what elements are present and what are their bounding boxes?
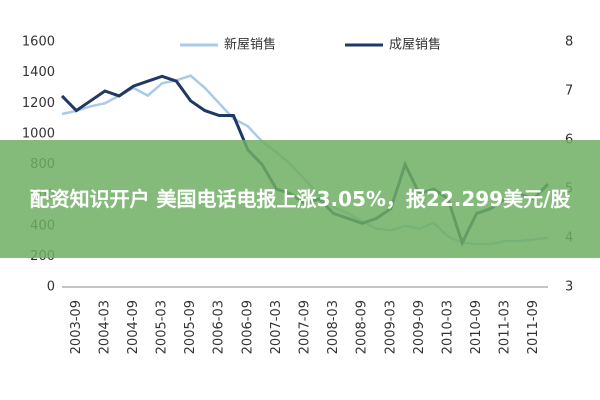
x-tick-label: 2007-03 bbox=[269, 300, 284, 354]
x-tick-label: 2006-03 bbox=[212, 300, 227, 354]
y2-tick-label: 8 bbox=[565, 35, 573, 50]
x-tick-label: 2011-03 bbox=[498, 300, 513, 354]
x-tick-label: 2008-09 bbox=[355, 300, 370, 354]
legend-label: 成屋销售 bbox=[389, 37, 441, 53]
banner-text: 配资知识开户 美国电话电报上涨3.05%，报22.299美元/股 bbox=[29, 187, 571, 211]
x-tick-label: 2004-09 bbox=[126, 300, 141, 354]
y2-tick-label: 7 bbox=[565, 84, 573, 99]
x-tick-label: 2009-09 bbox=[412, 300, 427, 354]
x-tick-label: 2005-09 bbox=[183, 300, 198, 354]
y-tick-label: 1200 bbox=[22, 96, 55, 111]
x-tick-label: 2009-03 bbox=[383, 300, 398, 354]
y-tick-label: 1000 bbox=[22, 126, 55, 141]
legend-label: 新屋销售 bbox=[224, 37, 276, 53]
x-tick-label: 2007-09 bbox=[298, 300, 313, 354]
y-tick-label: 1400 bbox=[22, 65, 55, 80]
x-tick-label: 2006-09 bbox=[240, 300, 255, 354]
y-tick-label: 1600 bbox=[22, 35, 55, 50]
x-tick-label: 2008-03 bbox=[326, 300, 341, 354]
x-tick-label: 2003-09 bbox=[69, 300, 84, 354]
y-tick-label: 0 bbox=[47, 280, 55, 295]
x-tick-label: 2004-03 bbox=[97, 300, 112, 354]
x-tick-label: 2005-03 bbox=[155, 300, 170, 354]
y2-tick-label: 3 bbox=[565, 280, 573, 295]
x-tick-label: 2010-09 bbox=[469, 300, 484, 354]
banner: 配资知识开户 美国电话电报上涨3.05%，报22.299美元/股 bbox=[0, 140, 600, 258]
x-tick-label: 2010-03 bbox=[440, 300, 455, 354]
x-tick-label: 2011-09 bbox=[526, 300, 541, 354]
